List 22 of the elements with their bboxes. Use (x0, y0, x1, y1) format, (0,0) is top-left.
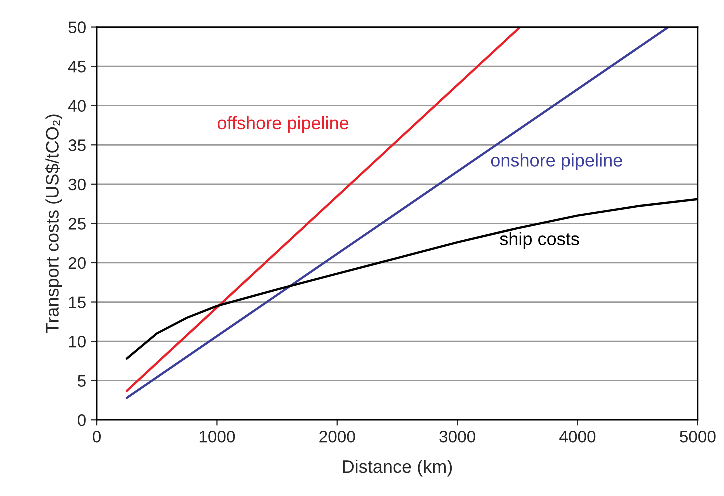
y-axis-title: Transport costs (US$/tCO₂) (45, 114, 63, 334)
x-tick-label: 3000 (440, 430, 476, 443)
y-tick-label: 30 (68, 178, 86, 191)
y-tick-label: 25 (68, 218, 86, 230)
y-tick-label: 35 (68, 140, 86, 152)
x-tick-label: 1000 (200, 430, 236, 443)
y-tick-label: 5 (78, 375, 86, 388)
y-tick-label: 0 (78, 414, 86, 426)
x-tick-label: 5000 (680, 430, 716, 443)
y-tick-label: 45 (68, 61, 86, 73)
text: offshore pipeline (218, 116, 349, 134)
x-tick-label: 2000 (320, 430, 356, 443)
series-label: ship costs (500, 232, 580, 250)
y-tick-label: 50 (68, 22, 86, 34)
x-axis-title: Distance (km) (343, 460, 452, 477)
x-tick-label: 4000 (560, 430, 596, 443)
x-tick-label: 0 (93, 430, 101, 443)
series-label: onshore pipeline (491, 154, 622, 170)
y-tick-label: 40 (68, 100, 86, 112)
y-tick-label: 20 (68, 257, 86, 270)
y-tick-label: 10 (69, 336, 86, 348)
y-tick-label: 15 (69, 296, 86, 308)
